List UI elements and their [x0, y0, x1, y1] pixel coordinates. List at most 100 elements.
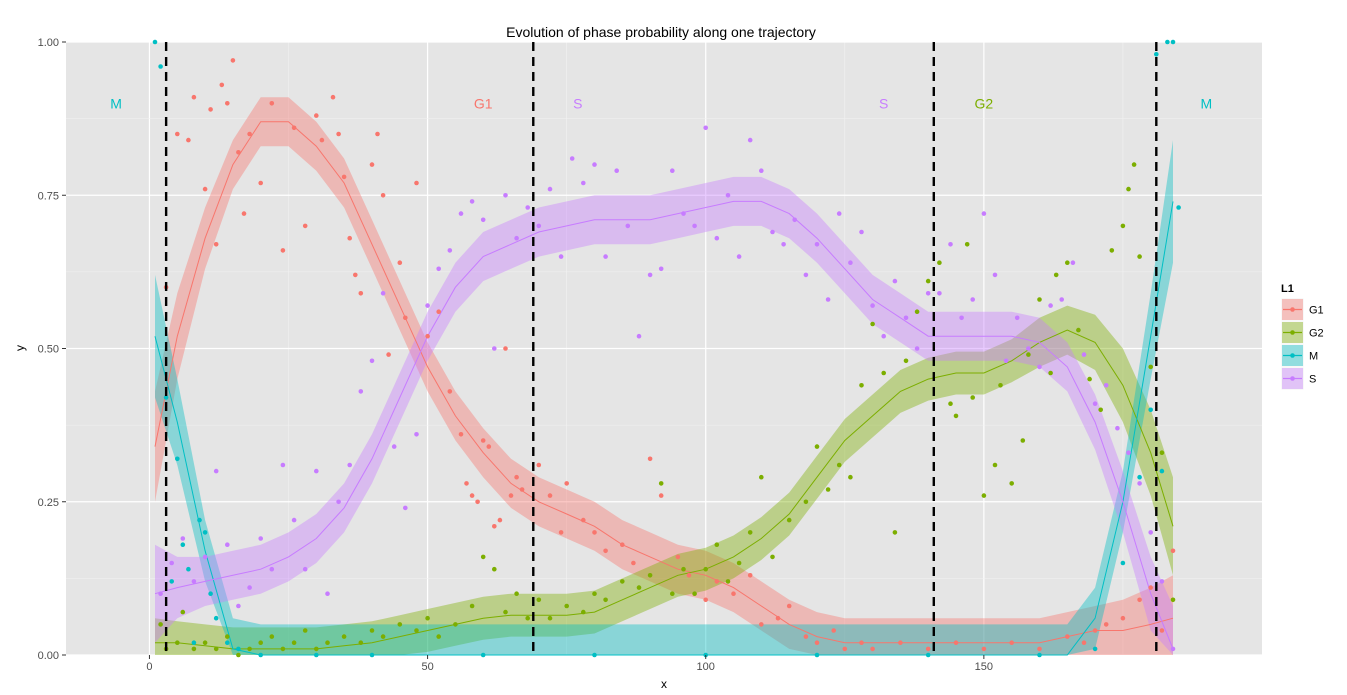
point-s	[436, 266, 442, 272]
point-m	[197, 517, 202, 523]
point-g2	[380, 634, 386, 639]
point-s	[314, 468, 319, 474]
point-s	[514, 235, 519, 241]
point-m	[180, 542, 186, 547]
point-g1	[291, 125, 297, 131]
point-g1	[219, 82, 225, 88]
point-g1	[375, 131, 380, 137]
point-g1	[1009, 640, 1014, 645]
point-g1	[397, 260, 403, 266]
point-m	[1120, 560, 1126, 566]
point-m	[1154, 52, 1159, 57]
chart-title: Evolution of phase probability along one…	[506, 24, 816, 40]
point-g2	[592, 591, 597, 596]
legend-point-s	[1290, 376, 1295, 381]
point-g1	[280, 248, 286, 253]
point-g2	[998, 383, 1003, 388]
point-s	[725, 193, 731, 198]
point-g1	[786, 603, 792, 609]
point-s	[480, 217, 486, 223]
legend-point-m	[1290, 353, 1295, 358]
point-g2	[247, 646, 252, 652]
point-s	[414, 432, 419, 437]
point-m	[592, 652, 597, 658]
point-g2	[180, 609, 186, 615]
legend: L1 G1 G2 MS	[1280, 283, 1324, 391]
point-g2	[1137, 254, 1142, 259]
legend-point-g1	[1290, 307, 1295, 312]
point-s	[503, 193, 508, 198]
point-g2	[953, 413, 959, 419]
point-g1	[191, 94, 197, 100]
point-s	[291, 517, 297, 523]
point-g1	[403, 315, 408, 321]
point-m	[1092, 646, 1098, 652]
point-m	[1165, 39, 1170, 45]
point-g1	[925, 646, 931, 652]
y-tick-label: 1.00	[38, 37, 59, 49]
point-g1	[603, 548, 608, 554]
point-g2	[453, 622, 458, 627]
point-s	[380, 291, 386, 296]
point-g1	[592, 530, 597, 535]
point-g1	[353, 272, 358, 278]
point-s	[536, 223, 542, 229]
point-g2	[825, 487, 831, 492]
y-tick-label: 0.75	[38, 190, 59, 202]
point-s	[892, 278, 898, 284]
point-s	[625, 223, 631, 229]
point-g1	[213, 242, 219, 247]
point-m	[186, 566, 191, 572]
point-s	[759, 168, 764, 173]
point-s	[736, 254, 742, 259]
point-g2	[692, 591, 697, 596]
point-g2	[1065, 260, 1070, 266]
point-s	[325, 591, 330, 596]
point-m	[480, 652, 486, 658]
point-g1	[859, 640, 864, 645]
point-s	[981, 211, 987, 216]
point-s	[225, 542, 230, 547]
point-s	[781, 242, 786, 247]
point-g1	[480, 438, 486, 443]
point-s	[948, 242, 953, 247]
point-s	[1081, 352, 1087, 357]
point-g2	[280, 646, 286, 652]
point-s	[258, 536, 264, 541]
point-s	[881, 333, 886, 339]
point-g2	[480, 554, 486, 560]
point-g2	[492, 566, 497, 572]
y-tick-label: 0.00	[38, 650, 59, 662]
legend-point-g2	[1290, 330, 1295, 335]
point-g1	[581, 517, 586, 523]
point-g2	[670, 591, 675, 596]
point-g2	[191, 646, 197, 652]
point-g1	[558, 530, 564, 535]
point-g2	[397, 622, 403, 627]
point-s	[992, 272, 998, 278]
point-g1	[814, 640, 820, 645]
point-s	[581, 180, 586, 186]
point-g1	[319, 137, 325, 143]
point-s	[202, 554, 208, 560]
x-axis-ticks: 0 50 100 150	[146, 655, 993, 673]
point-s	[636, 333, 642, 339]
y-tick-label: 0.25	[38, 497, 59, 509]
point-m	[1170, 39, 1176, 45]
point-m	[163, 395, 169, 400]
x-tick-label: 0	[146, 661, 152, 673]
point-m	[314, 652, 319, 658]
point-g1	[458, 432, 464, 437]
point-s	[558, 254, 564, 259]
point-m	[158, 64, 163, 69]
point-g1	[1120, 615, 1126, 621]
point-g2	[848, 474, 853, 480]
point-g2	[369, 628, 375, 633]
point-g2	[636, 585, 642, 590]
point-s	[169, 560, 174, 566]
point-m	[208, 591, 213, 596]
legend-title: L1	[1281, 283, 1294, 295]
point-s	[658, 266, 664, 272]
point-s	[1037, 364, 1042, 370]
point-s	[403, 505, 408, 511]
